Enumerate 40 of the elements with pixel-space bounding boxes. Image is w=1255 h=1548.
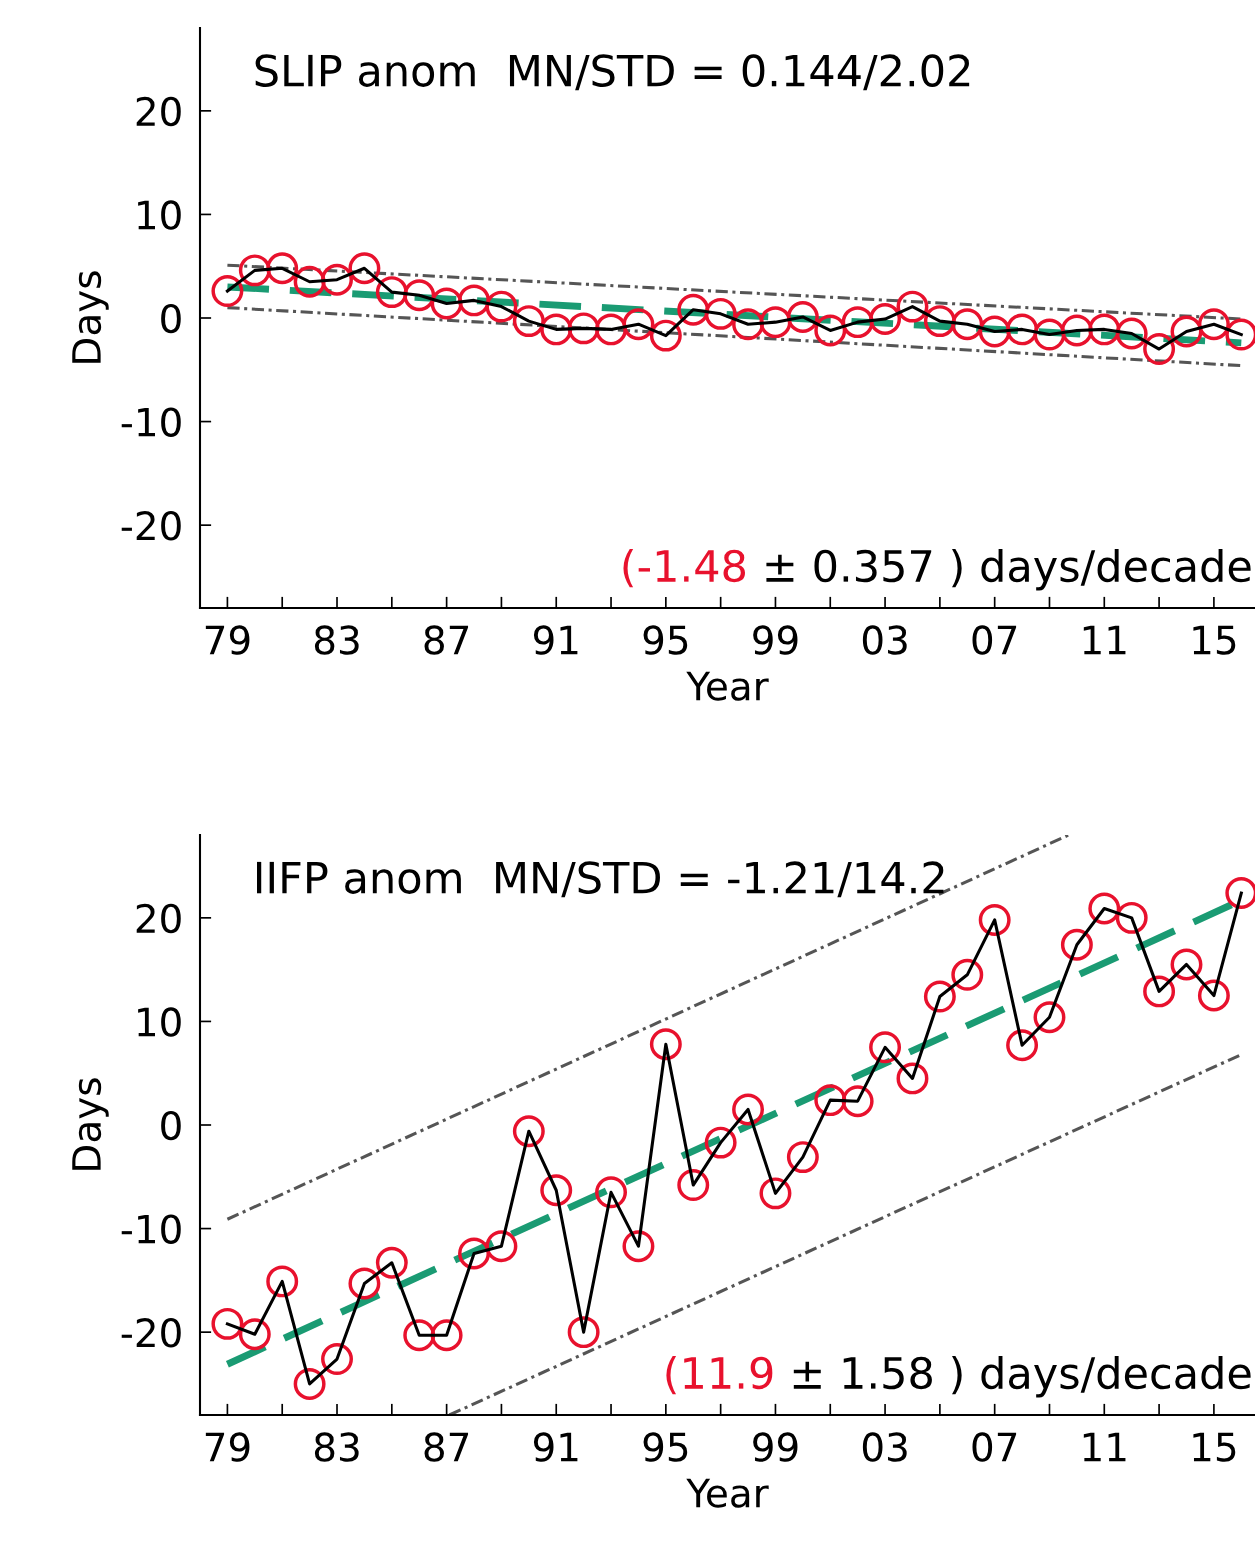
y-tick-label: 0	[161, 303, 181, 334]
x-tick-label: 79	[205, 625, 250, 655]
y-tick-label: 10	[138, 200, 181, 230]
x-tick-label: 99	[753, 1432, 798, 1462]
annotation: (11.9	[666, 1355, 773, 1395]
x-tick-label: 07	[972, 625, 1017, 655]
x-tick-label: 83	[314, 1432, 359, 1462]
x-tick-label: 03	[862, 1432, 907, 1462]
y-tick-label: 20	[136, 903, 181, 934]
x-tick-label: 99	[753, 625, 798, 655]
x-tick-label: 91	[533, 1432, 578, 1462]
y-tick-label: -10	[121, 1214, 181, 1244]
y-axis-title: Days	[72, 1078, 109, 1170]
x-axis-title: Year	[686, 1478, 769, 1508]
x-tick-label: 15	[1193, 1432, 1236, 1462]
y-tick-label: -20	[121, 511, 181, 541]
y-tick-label: 0	[161, 1110, 181, 1141]
x-tick-label: 11	[1083, 625, 1126, 655]
x-tick-label: 15	[1193, 625, 1236, 655]
annotation: ± 0.357 ) days/decade	[766, 548, 1251, 591]
y-tick-label: -20	[121, 1318, 181, 1348]
x-tick-label: 95	[643, 1432, 688, 1462]
annotation: (-1.48	[623, 548, 746, 588]
annotation: ± 1.58 ) days/decade	[793, 1355, 1251, 1398]
y-axis-title: Days	[72, 271, 109, 363]
x-tick-label: 95	[643, 625, 688, 655]
x-tick-label: 03	[862, 625, 907, 655]
x-tick-label: 87	[424, 625, 469, 655]
x-axis-title: Year	[686, 671, 769, 701]
y-tick-label: -10	[121, 407, 181, 437]
x-tick-label: 11	[1083, 1432, 1126, 1462]
x-tick-label: 83	[314, 625, 359, 655]
x-tick-label: 91	[533, 625, 578, 655]
text: IIFP anom MN/STD = -1.21/14.2	[256, 861, 944, 898]
x-tick-label: 79	[205, 1432, 250, 1462]
text: SLIP anom MN/STD = 0.144/2.02	[255, 54, 970, 91]
x-tick-label: 07	[972, 1432, 1017, 1462]
x-tick-label: 87	[424, 1432, 469, 1462]
y-tick-label: 10	[138, 1007, 181, 1037]
y-tick-label: 20	[136, 96, 181, 127]
